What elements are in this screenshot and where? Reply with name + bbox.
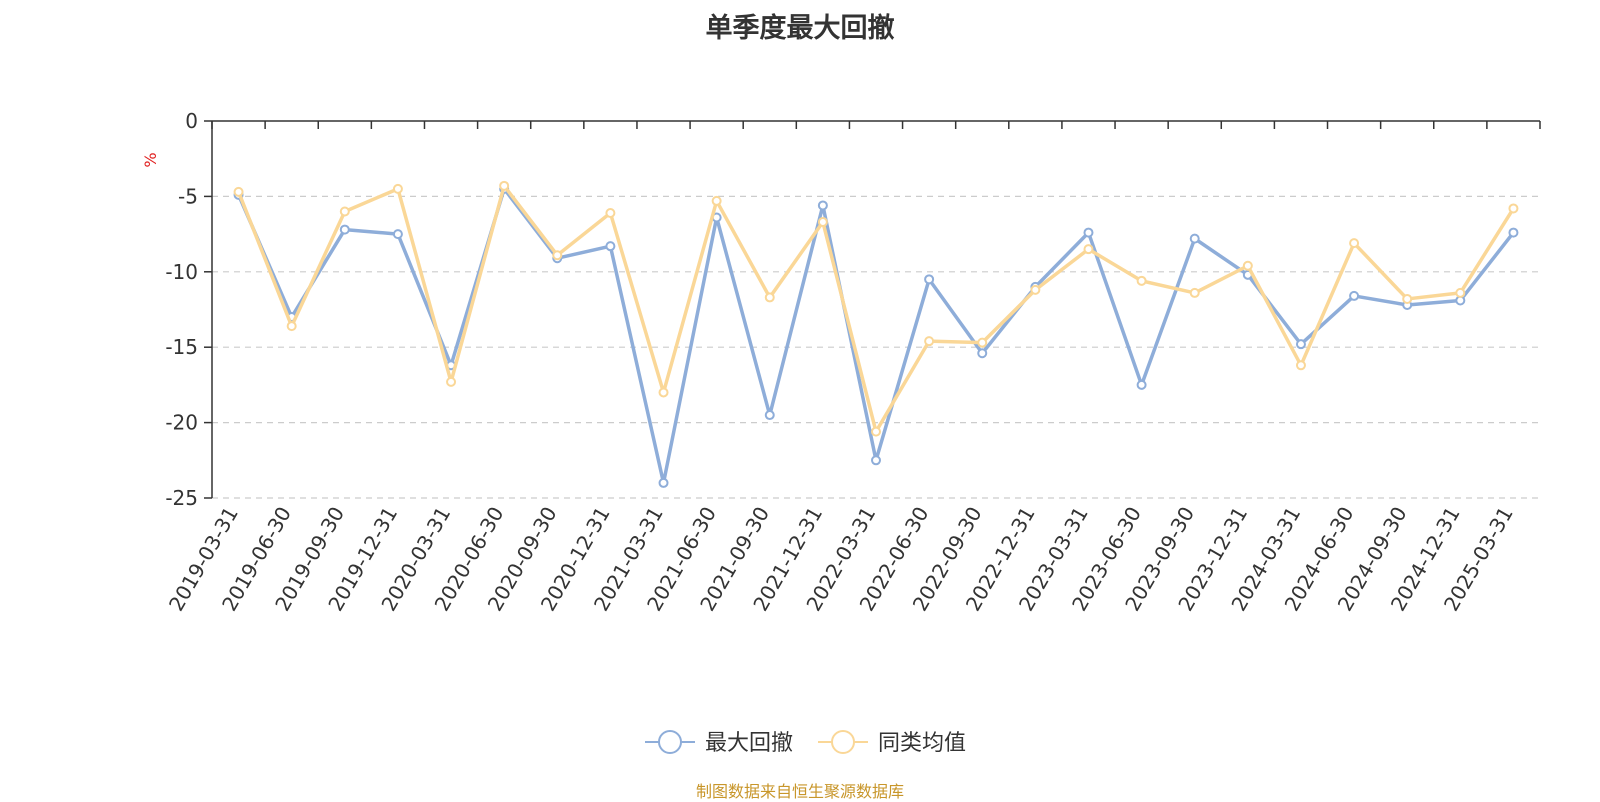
data-point bbox=[1455, 287, 1466, 298]
data-point bbox=[1295, 339, 1306, 350]
legend-label: 同类均值 bbox=[878, 731, 966, 756]
y-tick-label: -15 bbox=[165, 335, 198, 359]
y-tick-label: -25 bbox=[165, 486, 198, 510]
y-tick-label: -20 bbox=[165, 411, 198, 435]
data-point bbox=[977, 348, 988, 359]
data-point bbox=[764, 410, 775, 421]
data-point bbox=[499, 180, 510, 191]
data-point bbox=[1136, 379, 1147, 390]
y-tick-label: 0 bbox=[185, 109, 198, 133]
data-point bbox=[924, 274, 935, 285]
data-point bbox=[1083, 244, 1094, 255]
data-point bbox=[1083, 227, 1094, 238]
series-line bbox=[236, 187, 1515, 485]
data-point bbox=[764, 292, 775, 303]
y-tick-label: -10 bbox=[165, 260, 198, 284]
data-point bbox=[1508, 227, 1519, 238]
data-point bbox=[1295, 360, 1306, 371]
y-tick-label: -5 bbox=[178, 184, 198, 208]
data-point bbox=[339, 224, 350, 235]
data-point bbox=[658, 387, 669, 398]
legend-marker-icon bbox=[831, 730, 855, 754]
y-axis-unit-label: % bbox=[141, 152, 160, 167]
data-point bbox=[605, 207, 616, 218]
source-note: 制图数据来自恒生聚源数据库 bbox=[695, 782, 904, 801]
axes: 0-5-10-15-20-252019-03-312019-06-302019-… bbox=[164, 109, 1541, 615]
series-line bbox=[236, 184, 1515, 434]
data-point bbox=[1030, 284, 1041, 295]
legend: 最大回撤 同类均值 bbox=[645, 730, 966, 756]
data-point bbox=[817, 200, 828, 211]
series bbox=[233, 180, 1519, 488]
data-point bbox=[1189, 233, 1200, 244]
data-point bbox=[446, 376, 457, 387]
data-point bbox=[1189, 287, 1200, 298]
data-point bbox=[658, 477, 669, 488]
data-point bbox=[552, 250, 563, 261]
data-point bbox=[924, 336, 935, 347]
data-point bbox=[605, 241, 616, 252]
data-point bbox=[286, 321, 297, 332]
data-point bbox=[1136, 275, 1147, 286]
legend-marker-icon bbox=[658, 730, 682, 754]
legend-label: 最大回撤 bbox=[705, 731, 793, 756]
data-point bbox=[1402, 293, 1413, 304]
data-point bbox=[871, 455, 881, 466]
data-point bbox=[392, 183, 403, 194]
data-point bbox=[1349, 290, 1360, 301]
data-point bbox=[233, 186, 244, 197]
data-point bbox=[977, 337, 988, 348]
data-point bbox=[339, 206, 350, 217]
grid-lines bbox=[212, 195, 1540, 499]
data-point bbox=[392, 229, 403, 240]
data-point bbox=[1508, 203, 1519, 214]
data-point bbox=[711, 195, 722, 206]
data-point bbox=[1242, 260, 1253, 271]
data-point bbox=[1349, 238, 1360, 249]
data-point bbox=[871, 426, 881, 437]
data-point bbox=[817, 217, 828, 228]
chart-title: 单季度最大回撤 bbox=[705, 13, 895, 44]
